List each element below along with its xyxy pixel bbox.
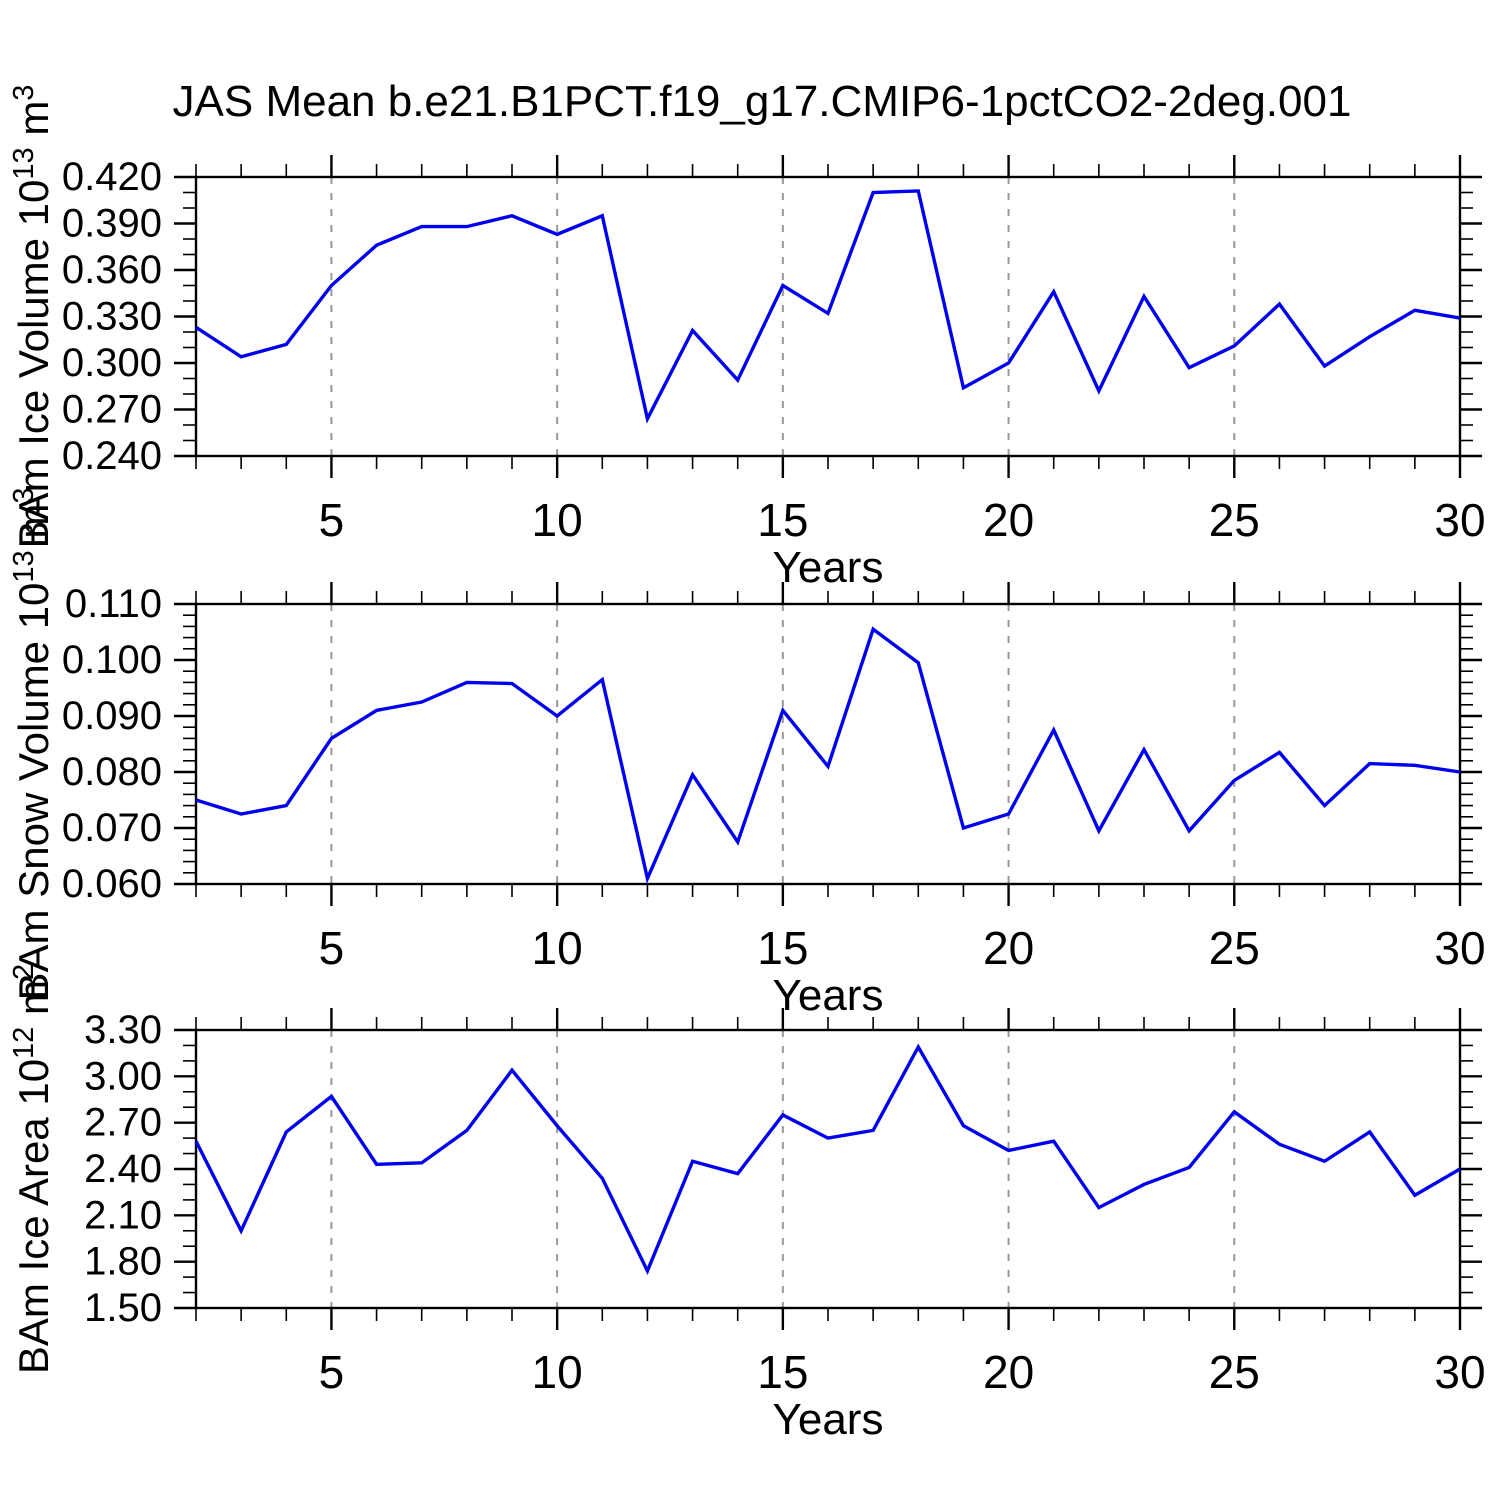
y-tick-label: 0.390: [62, 202, 162, 246]
y-tick-label: 3.00: [84, 1054, 162, 1098]
y-tick-label: 0.300: [62, 341, 162, 385]
x-tick-label: 25: [1209, 922, 1260, 974]
x-tick-label: 5: [319, 1346, 345, 1398]
x-tick-label: 15: [757, 922, 808, 974]
x-tick-label: 10: [532, 922, 583, 974]
x-tick-label: 5: [319, 494, 345, 546]
x-tick-label: 30: [1434, 1346, 1485, 1398]
y-tick-label: 0.360: [62, 248, 162, 292]
y-tick-label: 0.070: [62, 806, 162, 850]
data-series-line: [195, 189, 1461, 424]
x-tick-label: 15: [757, 1346, 808, 1398]
x-tick-label: 10: [532, 494, 583, 546]
chart-title: JAS Mean b.e21.B1PCT.f19_g17.CMIP6-1pctC…: [173, 77, 1352, 126]
y-tick-label: 2.70: [84, 1101, 162, 1145]
x-tick-label: 5: [319, 922, 345, 974]
y-tick-label: 1.50: [84, 1286, 162, 1330]
x-axis-title: Years: [773, 543, 884, 592]
y-axis-title: BAm Ice Volume 1013 m3: [8, 85, 57, 549]
y-tick-label: 0.080: [62, 750, 162, 794]
y-axis-title: BAm Ice Area 1012 m2: [8, 964, 57, 1374]
y-tick-label: 0.110: [65, 582, 162, 626]
x-tick-label: 30: [1434, 922, 1485, 974]
y-tick-label: 2.10: [84, 1193, 162, 1237]
panel-snow-volume: 0.060 0.070 0.080 0.090 0.100 0.110 5 10 15 20 25 3…: [8, 488, 1486, 1020]
x-tick-label: 25: [1209, 494, 1260, 546]
x-tick-label: 20: [983, 494, 1034, 546]
x-tick-label: 30: [1434, 494, 1485, 546]
y-tick-label: 0.270: [62, 388, 162, 432]
y-axis-title: BAm Snow Volume 1013 m3: [8, 488, 57, 1001]
x-tick-label: 10: [532, 1346, 583, 1398]
x-tick-label: 20: [983, 1346, 1034, 1398]
y-tick-label: 0.240: [62, 434, 162, 478]
x-axis-title: Years: [773, 1395, 884, 1444]
y-tick-label: 3.30: [84, 1008, 162, 1052]
y-tick-label: 0.420: [62, 155, 162, 199]
x-axis-title: Years: [773, 971, 884, 1020]
y-tick-label: 1.80: [84, 1240, 162, 1284]
y-tick-label: 0.330: [62, 295, 162, 339]
y-tick-label: 0.100: [62, 638, 162, 682]
y-tick-label: 2.40: [84, 1147, 162, 1191]
data-series-line: [195, 626, 1461, 884]
panel-ice-area: 1.501.802.102.402.703.003.30 5 10 15 20 25 30 Y…: [8, 964, 1486, 1444]
plot-border: [194, 602, 1462, 886]
y-tick-label: 0.060: [62, 862, 162, 906]
data-series-line: [194, 1043, 1461, 1276]
y-tick-label: 0.090: [62, 694, 162, 738]
x-tick-label: 20: [983, 922, 1034, 974]
x-tick-label: 25: [1209, 1346, 1260, 1398]
x-tick-label: 15: [757, 494, 808, 546]
